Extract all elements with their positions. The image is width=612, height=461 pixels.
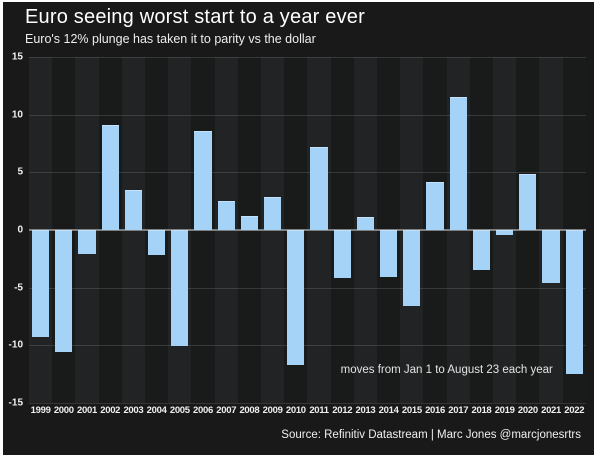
bar-2016 <box>426 181 444 230</box>
gridline <box>29 57 586 58</box>
year-column <box>493 57 517 403</box>
x-tick-label: 2015 <box>401 405 422 416</box>
x-tick-label: 2022 <box>564 405 585 416</box>
x-tick-label: 2004 <box>146 405 167 416</box>
bar-2014 <box>380 230 398 278</box>
x-tick-label: 2011 <box>309 405 329 416</box>
x-tick-label: 2014 <box>378 405 399 416</box>
x-tick-label: 2012 <box>332 405 353 416</box>
x-tick-label: 2005 <box>169 405 190 416</box>
year-column <box>145 57 169 403</box>
bar-2003 <box>124 189 142 230</box>
y-tick-label: 0 <box>17 224 23 236</box>
bar-2018 <box>472 230 491 271</box>
bar-2009 <box>264 196 282 230</box>
gridline <box>29 287 586 289</box>
gridline <box>29 403 586 404</box>
x-tick-label: 2010 <box>285 405 306 416</box>
bar-2020 <box>519 173 537 230</box>
x-tick-label: 2019 <box>494 405 515 416</box>
bar-2015 <box>403 230 421 307</box>
x-tick-label: 2013 <box>355 405 376 416</box>
year-column <box>330 57 354 403</box>
bar-2021 <box>542 230 560 284</box>
x-tick-label: 2007 <box>216 405 237 416</box>
year-column <box>52 57 76 403</box>
year-column <box>469 57 494 403</box>
y-tick-label: -15 <box>8 397 23 409</box>
bar-2013 <box>356 217 375 230</box>
chart-title: Euro seeing worst start to a year ever <box>25 6 365 28</box>
x-tick-label: 2003 <box>123 405 144 416</box>
gridline <box>29 172 586 174</box>
year-column <box>539 57 563 403</box>
year-column <box>400 57 424 403</box>
y-tick-label: -5 <box>14 282 23 294</box>
bar-2000 <box>55 230 73 353</box>
year-column <box>29 57 53 403</box>
chart-subtitle: Euro's 12% plunge has taken it to parity… <box>25 32 316 46</box>
zero-line <box>29 229 586 231</box>
x-tick-label: 2006 <box>193 405 213 416</box>
x-tick-label: 2021 <box>541 405 562 416</box>
y-tick-label: -10 <box>8 339 23 351</box>
x-tick-label: 2001 <box>77 405 97 416</box>
x-tick-label: 2000 <box>53 405 74 416</box>
y-tick-label: 15 <box>11 51 23 63</box>
bar-2010 <box>287 230 305 365</box>
x-tick-label: 1999 <box>30 405 51 416</box>
bar-2019 <box>496 230 514 235</box>
source-text: Source: Refinitiv Datastream | Marc Jone… <box>281 429 581 441</box>
x-tick-label: 2016 <box>425 405 446 416</box>
bar-2005 <box>171 230 189 347</box>
bar-2004 <box>148 230 166 256</box>
bar-2008 <box>240 216 258 230</box>
year-column <box>75 57 99 403</box>
bar-2002 <box>101 125 119 230</box>
gridline <box>29 345 586 347</box>
x-tick-label: 2008 <box>239 405 260 416</box>
bar-2001 <box>78 230 96 255</box>
bar-2007 <box>217 201 235 230</box>
y-tick-label: 5 <box>17 166 23 178</box>
x-axis-labels: 1999 2000 2001 2002 2003 2004 2005 2006 2007 2008… <box>29 405 586 416</box>
bar-2011 <box>310 146 328 230</box>
bar-2017 <box>449 97 467 230</box>
bar-2022 <box>565 230 583 375</box>
year-column <box>168 57 192 403</box>
bar-2012 <box>333 230 351 279</box>
x-tick-label: 2020 <box>517 405 538 416</box>
plot-area: moves from Jan 1 to August 23 each year <box>29 57 586 404</box>
y-tick-label: 10 <box>11 109 23 121</box>
year-column <box>284 57 308 403</box>
x-tick-label: 2018 <box>471 405 492 416</box>
year-column <box>562 57 586 403</box>
chart-panel: Euro seeing worst start to a year ever E… <box>3 2 594 455</box>
x-tick-label: 2009 <box>262 405 283 416</box>
bar-2006 <box>194 130 212 230</box>
x-tick-label: 2002 <box>100 405 121 416</box>
bar-1999 <box>32 230 50 338</box>
gridline <box>29 114 586 116</box>
chart-annotation: moves from Jan 1 to August 23 each year <box>340 364 553 377</box>
x-tick-label: 2017 <box>448 405 469 416</box>
y-axis-labels: 15 10 5 0 -5 -10 -15 <box>3 52 25 409</box>
year-column <box>377 57 401 403</box>
